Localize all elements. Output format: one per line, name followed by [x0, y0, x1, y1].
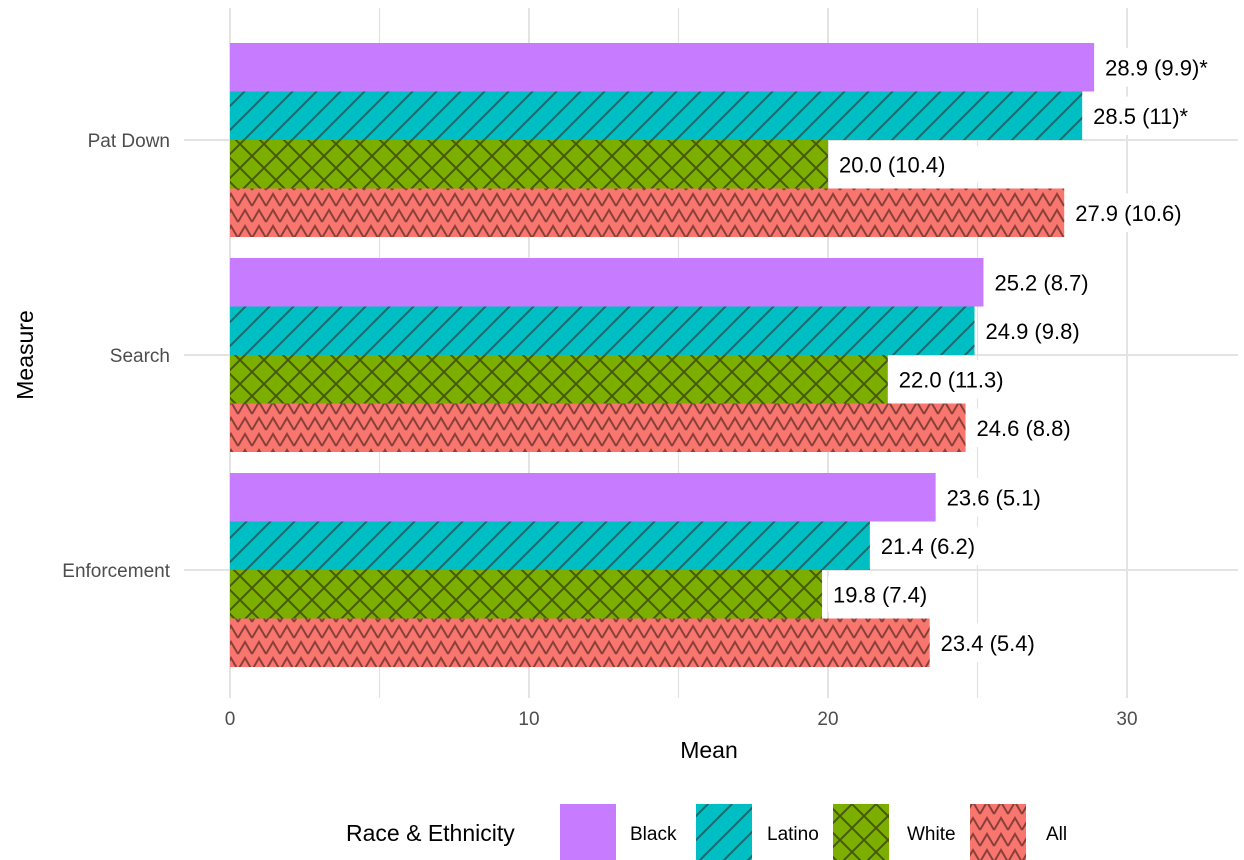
data-label: 22.0 (11.3)	[899, 367, 1004, 392]
bar-pattern-all	[230, 618, 930, 667]
data-label: 23.6 (5.1)	[947, 485, 1041, 510]
bar-black	[230, 43, 1095, 92]
legend-key-pattern-white	[833, 804, 889, 860]
x-tick-label: 0	[225, 709, 236, 730]
bar-pattern-latino	[230, 521, 870, 570]
bar-pattern-white	[230, 140, 828, 189]
data-label-background	[1100, 48, 1244, 87]
legend: Race & Ethnicity Black Latino White All	[346, 804, 1067, 860]
axis-layer: Mean Measure Pat Down Search Enforcement 0 1…	[12, 131, 1138, 763]
data-label-background	[1070, 193, 1215, 232]
legend-label-all: All	[1046, 824, 1067, 845]
bar-pattern-latino	[230, 306, 975, 355]
data-label-background	[828, 575, 961, 614]
legend-label-black: Black	[630, 824, 677, 845]
legend-label-white: White	[907, 824, 956, 845]
x-axis-title: Mean	[680, 737, 738, 763]
bar-pattern-white	[230, 570, 823, 619]
bar-pattern-all	[230, 403, 966, 452]
bar-black	[230, 258, 984, 307]
data-label-background	[980, 311, 1113, 350]
data-label-background	[971, 408, 1104, 447]
data-label-background	[893, 360, 1038, 399]
y-tick-label: Pat Down	[88, 131, 170, 152]
data-label-background	[989, 263, 1122, 302]
data-label: 19.8 (7.4)	[833, 582, 927, 607]
data-label: 23.4 (5.4)	[941, 631, 1035, 656]
y-axis-title: Measure	[12, 310, 38, 399]
data-label: 28.5 (11)*	[1093, 104, 1188, 129]
data-label: 21.4 (6.2)	[881, 534, 975, 559]
data-label: 20.0 (10.4)	[839, 152, 945, 177]
x-tick-label: 10	[518, 709, 539, 730]
data-label-background	[935, 623, 1068, 662]
data-label-background	[875, 526, 1008, 565]
legend-key-pattern-all	[970, 804, 1026, 860]
bar-pattern-latino	[230, 91, 1083, 140]
bar-pattern-white	[230, 355, 888, 404]
x-tick-label: 30	[1116, 709, 1137, 730]
legend-key-pattern-latino	[696, 804, 752, 860]
data-label-background	[941, 478, 1074, 517]
data-label: 24.6 (8.8)	[977, 416, 1071, 441]
legend-title: Race & Ethnicity	[346, 820, 515, 846]
data-labels-layer: 28.9 (9.9)* 28.5 (11)* 20.0 (10.4) 27.9 (10…	[828, 48, 1244, 662]
bar-black	[230, 473, 936, 522]
x-tick-label: 20	[817, 709, 838, 730]
legend-key-black	[560, 804, 616, 860]
data-label: 27.9 (10.6)	[1075, 201, 1181, 226]
y-tick-label: Search	[110, 346, 170, 367]
y-tick-label: Enforcement	[62, 561, 170, 582]
data-label: 25.2 (8.7)	[994, 270, 1088, 295]
legend-label-latino: Latino	[767, 824, 819, 845]
bar-pattern-all	[230, 188, 1065, 237]
data-label-background	[834, 145, 979, 184]
data-label: 28.9 (9.9)*	[1105, 55, 1208, 80]
bars-layer	[230, 43, 1095, 667]
data-label-background	[1088, 96, 1221, 135]
data-label: 24.9 (9.8)	[986, 319, 1080, 344]
